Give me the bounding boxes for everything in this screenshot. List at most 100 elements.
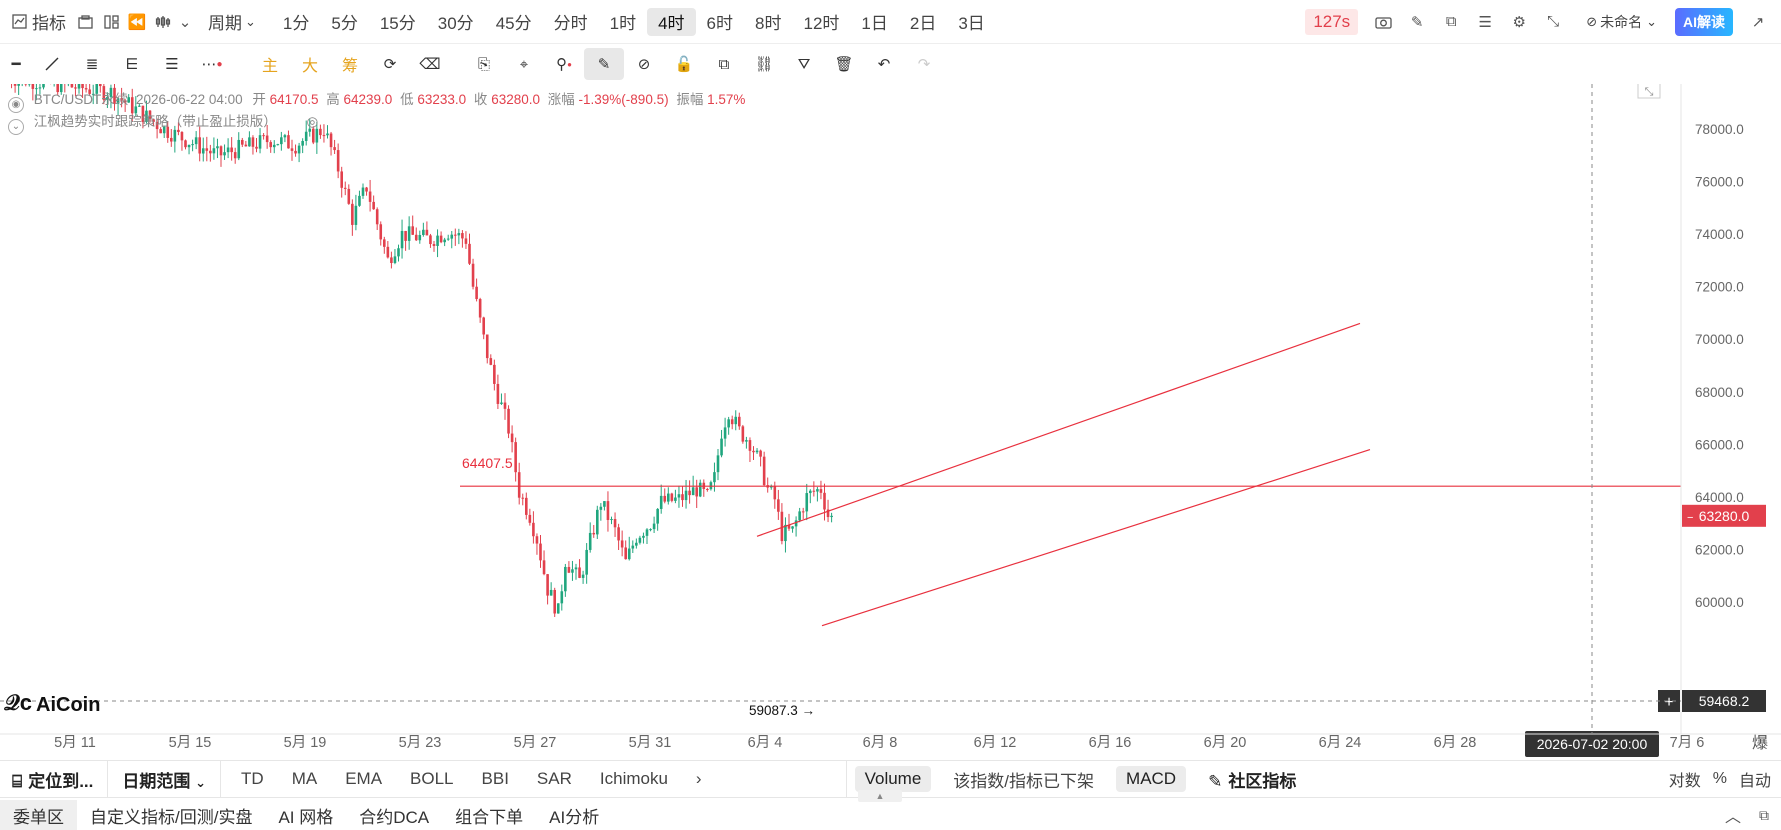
period-option[interactable]: 1日 <box>861 14 888 33</box>
more-tools-icon[interactable]: ⋯ ● <box>201 56 223 73</box>
candle-body <box>386 246 390 258</box>
collapse-panel-icon[interactable]: ︿ <box>1724 809 1741 826</box>
candle-body <box>113 87 116 104</box>
period-option[interactable]: 15分 <box>379 14 416 33</box>
percent-scale-toggle[interactable]: % <box>1712 770 1727 787</box>
auto-scale-toggle[interactable]: 自动 <box>1738 773 1771 790</box>
layout-icon[interactable] <box>98 9 124 35</box>
object-tree-icon[interactable]: ⧉ <box>718 55 730 73</box>
undo-icon[interactable]: ↶ <box>877 56 891 73</box>
list-icon[interactable]: ☰ <box>1478 13 1492 31</box>
candle-body <box>258 135 262 149</box>
export-icon[interactable]: ⧉ <box>1445 13 1457 30</box>
visibility-icon[interactable]: ◉ <box>8 97 24 113</box>
candle-body <box>461 233 464 239</box>
filter-icon[interactable]: ⛛ <box>797 55 811 73</box>
clear-drawing-icon[interactable]: ⌫ <box>419 56 441 73</box>
indicator-menu[interactable]: 指标 <box>0 0 72 44</box>
panel-tab[interactable]: 委单区 <box>0 800 77 830</box>
chevron-down-icon[interactable]: ⌄ <box>8 119 24 135</box>
macd-indicator-tab[interactable]: MACD <box>1116 766 1187 792</box>
eye-hidden-icon[interactable]: ◎ <box>306 114 319 129</box>
community-indicators-button[interactable]: ✎ 社区指标 <box>1194 767 1310 792</box>
rewind-icon[interactable]: ⏪ <box>127 13 147 31</box>
period-menu[interactable]: 周期 ⌄ <box>202 0 262 44</box>
ruler-icon[interactable]: ━ <box>11 56 21 73</box>
share-icon[interactable]: ↗ <box>1751 13 1765 31</box>
candle-body <box>599 506 603 510</box>
indicator-option[interactable]: SAR <box>536 769 572 788</box>
period-option[interactable]: 2日 <box>909 14 937 33</box>
period-option[interactable]: 1时 <box>609 14 637 33</box>
period-option[interactable]: 45分 <box>495 14 532 33</box>
indicator-option[interactable]: EMA <box>345 769 383 788</box>
bar-time: 2026-06-22 04:00 <box>136 92 243 107</box>
zoom-icon[interactable]: ⚲ ● <box>556 56 572 73</box>
chip-distribution-button[interactable]: 筹 <box>341 58 358 75</box>
panel-tab[interactable]: AI分析 <box>549 807 600 827</box>
candle-body <box>77 84 81 89</box>
camera-icon[interactable] <box>1370 9 1396 35</box>
settings-icon[interactable]: ⚙ <box>1512 13 1526 31</box>
ai-analysis-button[interactable]: AI解读 <box>1675 7 1733 36</box>
volume-indicator-tab[interactable]: Volume <box>854 766 932 792</box>
chevron-down-icon[interactable]: ⌄ <box>178 13 192 31</box>
fullscreen-icon[interactable]: ⤡ <box>1645 86 1654 98</box>
period-option[interactable]: 8时 <box>755 14 782 33</box>
pencil-icon[interactable]: ✎ <box>1410 13 1424 31</box>
lock-icon[interactable]: 🔓 <box>674 56 694 73</box>
compare-icon[interactable]: ⟳ <box>383 56 397 73</box>
period-option[interactable]: 6时 <box>706 14 734 33</box>
large-order-button[interactable]: 大 <box>301 58 318 75</box>
candle-body <box>56 84 59 93</box>
period-option[interactable]: 30分 <box>437 14 474 33</box>
date-range-dropdown[interactable]: 日期范围 ⌄ <box>108 767 220 792</box>
fib-retracement-icon[interactable]: ≣ <box>85 56 99 73</box>
redo-icon[interactable]: ↷ <box>917 56 931 73</box>
panel-tab[interactable]: 组合下单 <box>455 807 524 827</box>
period-option[interactable]: 12时 <box>803 14 840 33</box>
indicator-option[interactable]: BBI <box>481 769 509 788</box>
popout-icon[interactable]: ⧉ <box>1759 806 1769 823</box>
change-label: 涨幅 <box>547 92 575 107</box>
horizontal-lines-icon[interactable]: ☰ <box>165 56 179 73</box>
panel-tab[interactable]: 自定义指标/回测/实盘 <box>90 807 253 827</box>
period-option[interactable]: 分时 <box>553 14 588 33</box>
chart-type-icon[interactable] <box>150 9 176 35</box>
panel-tab[interactable]: AI 网格 <box>278 807 334 827</box>
magnet-draw-icon[interactable]: ✎ <box>584 48 624 80</box>
candle-body <box>383 239 386 247</box>
indicator-option[interactable]: TD <box>241 769 264 788</box>
indicator-option[interactable]: MA <box>291 769 318 788</box>
panel-tab[interactable]: 合约DCA <box>359 807 430 827</box>
low-price-annotation: 59087.3 → <box>749 703 815 718</box>
period-option[interactable]: 4时 <box>647 7 696 36</box>
indicator-option[interactable]: BOLL <box>410 769 454 788</box>
account-menu[interactable]: ⊘ 未命名 ⌄ <box>1580 0 1663 44</box>
panel-collapse-handle[interactable]: ▲ <box>858 790 902 802</box>
measure-icon[interactable]: ⌖ <box>519 55 529 73</box>
trash-icon[interactable]: 🗑 <box>834 56 854 73</box>
period-option[interactable]: 1分 <box>282 14 310 33</box>
collapse-icon[interactable]: ⤡ <box>1547 13 1560 30</box>
trendline-icon[interactable] <box>32 48 72 80</box>
locate-button[interactable]: ⌸ 定位到... <box>0 767 107 792</box>
y-tick-label: 68000.0 <box>1695 385 1744 400</box>
link-tool-icon[interactable]: ⛓ <box>754 56 774 73</box>
hide-drawings-icon[interactable]: ⊘ <box>637 56 651 73</box>
candle-body <box>667 493 670 502</box>
scroll-right-icon[interactable]: › <box>695 769 702 788</box>
candle-body <box>141 105 145 122</box>
indicator-option[interactable]: Ichimoku <box>599 769 668 788</box>
main-chart-indicator-button[interactable]: 主 <box>261 58 278 75</box>
candle-body <box>361 187 365 196</box>
copy-icon[interactable]: ⎘ <box>477 55 490 73</box>
period-option[interactable]: 5分 <box>331 14 358 33</box>
candle-body <box>745 440 748 442</box>
template-icon[interactable] <box>72 9 98 35</box>
candle-body <box>390 257 393 264</box>
parallel-channel-icon[interactable]: ⋿ <box>125 56 139 73</box>
log-scale-toggle[interactable]: 对数 <box>1668 773 1701 790</box>
period-option[interactable]: 3日 <box>958 14 985 33</box>
